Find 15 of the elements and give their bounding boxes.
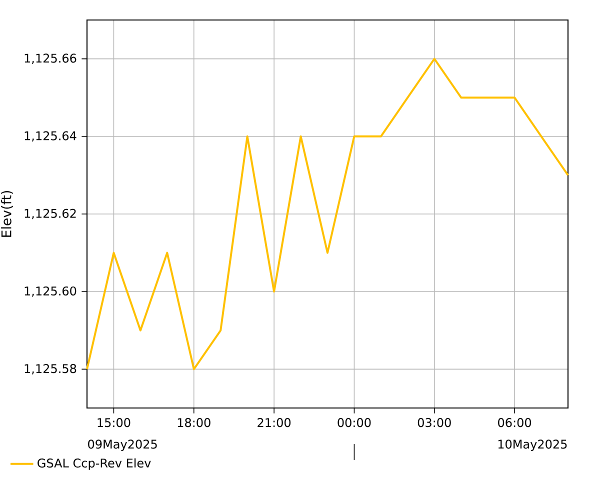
x-tick-label: 03:00 <box>418 418 451 428</box>
text: 09May2025 <box>88 440 157 452</box>
y-axis-title: Elev(ft) <box>1 190 13 237</box>
y-tick-label: 1,125.62 <box>24 208 76 220</box>
x-tick-label: 18:00 <box>178 418 210 428</box>
text: 10May2025 <box>498 440 567 452</box>
y-tick-label: 1,125.64 <box>24 131 76 142</box>
y-tick-label: 1,125.66 <box>24 54 76 64</box>
x-tick-label: 06:00 <box>498 418 532 428</box>
x-tick-label: 15:00 <box>98 418 130 428</box>
y-tick-label: 1,125.58 <box>24 364 76 374</box>
x-tick-label: 00:00 <box>338 418 371 428</box>
legend-label: GSAL Ccp-Rev Elev <box>38 458 151 470</box>
y-tick-label: 1,125.60 <box>24 286 76 297</box>
x-tick-label: 21:00 <box>258 418 291 428</box>
